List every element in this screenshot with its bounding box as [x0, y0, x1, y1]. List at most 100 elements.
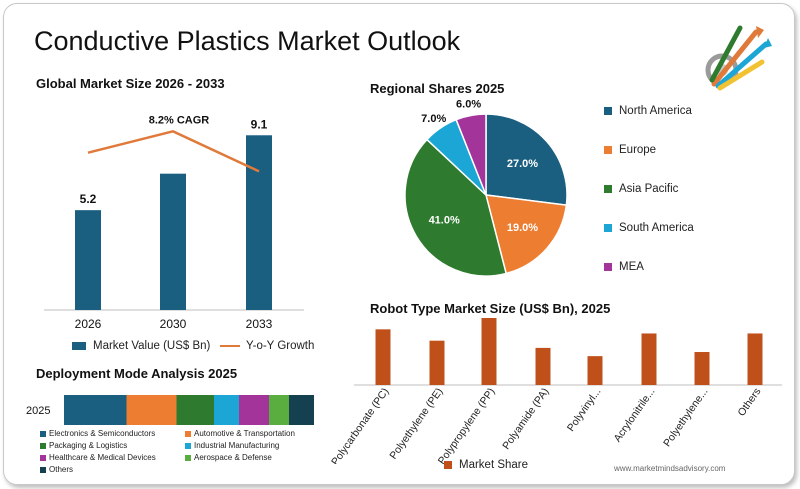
robot-bar	[641, 333, 657, 385]
pie-data-label: 19.0%	[507, 222, 538, 234]
deployment-legend-swatch	[185, 430, 191, 437]
page-title: Conductive Plastics Market Outlook	[34, 26, 461, 56]
robot-bar	[481, 318, 497, 385]
market-value-swatch	[72, 342, 86, 350]
pie-data-label: 41.0%	[429, 215, 460, 227]
market-data-label: 5.2	[80, 192, 97, 206]
market-x-tick: 2030	[160, 317, 187, 331]
market-size-title: Global Market Size 2026 - 2033	[36, 76, 225, 91]
market-data-label: 9.1	[251, 117, 268, 131]
deployment-legend-swatch	[40, 466, 46, 473]
deployment-legend-swatch	[185, 442, 191, 449]
robot-type-title: Robot Type Market Size (US$ Bn), 2025	[370, 301, 611, 316]
market-share-legend-label: Market Share	[459, 459, 529, 471]
regional-legend-label: MEA	[619, 261, 644, 273]
regional-shares-chart: 27.0% 19.0% 41.0% 7.0% 6.0%	[404, 99, 568, 277]
deployment-legend-item: Others	[40, 465, 73, 474]
market-share-legend: Market Share	[444, 459, 528, 471]
market-bar	[160, 173, 186, 310]
deployment-legend-swatch	[40, 430, 46, 437]
pie-data-label: 27.0%	[507, 158, 538, 170]
deployment-segment	[239, 395, 269, 425]
robot-x-tick: Acrylonitrile...	[611, 386, 657, 445]
regional-legend-item: Asia Pacific	[604, 183, 678, 195]
deployment-segment	[64, 395, 127, 425]
regional-legend-item: North America	[604, 105, 692, 117]
robot-x-tick: Others	[736, 386, 764, 419]
yoy-growth-swatch	[220, 345, 240, 347]
deployment-segment	[176, 395, 214, 425]
deployment-legend-swatch	[185, 454, 191, 461]
deployment-legend-item: Industrial Manufacturing	[185, 441, 279, 450]
pie-slice	[404, 138, 508, 277]
market-share-swatch	[444, 461, 452, 469]
regional-legend-item: MEA	[604, 261, 644, 273]
deployment-segment	[126, 395, 177, 425]
robot-x-tick: Polyvinyl...	[565, 386, 604, 434]
robot-x-tick: Polyethylene (PE)	[387, 386, 445, 462]
robot-x-tick: Polyethylene...	[661, 386, 710, 449]
deployment-legend-label: Electronics & Semiconductors	[49, 429, 156, 438]
deployment-legend-item: Electronics & Semiconductors	[40, 429, 155, 438]
market-value-legend-label: Market Value (US$ Bn)	[93, 340, 211, 352]
regional-legend-label: North America	[619, 105, 692, 117]
pie-data-label: 6.0%	[456, 99, 481, 111]
robot-x-tick: Polyamide (PA)	[500, 386, 551, 452]
robot-x-tick: Polycarbonate (PC)	[329, 386, 391, 464]
pie-slice	[455, 113, 487, 196]
regional-legend-label: Europe	[619, 144, 657, 156]
deployment-segment	[269, 395, 289, 425]
deployment-legend-label: Healthcare & Medical Devices	[49, 453, 156, 462]
market-x-tick: 2026	[75, 317, 102, 331]
robot-bar	[535, 347, 551, 385]
yoy-growth-line	[87, 130, 260, 173]
regional-legend-swatch	[604, 185, 612, 193]
regional-legend-item: Europe	[604, 144, 656, 156]
deployment-title: Deployment Mode Analysis 2025	[36, 366, 238, 381]
deployment-legend-label: Aerospace & Defense	[194, 453, 272, 462]
market-x-tick: 2033	[246, 317, 273, 331]
deployment-chart: 2025	[26, 395, 314, 425]
market-value-legend: Market Value (US$ Bn)	[72, 340, 210, 352]
watermark: www.marketmindsadvisory.com	[614, 464, 726, 473]
regional-legend-swatch	[604, 263, 612, 271]
deployment-legend-item: Aerospace & Defense	[185, 453, 272, 462]
deployment-legend-label: Others	[49, 465, 74, 474]
market-size-chart: 5.2 2026 2030 9.1 2033 8.2% CAGR	[44, 114, 304, 331]
logo-icon	[705, 25, 772, 91]
regional-shares-title: Regional Shares 2025	[370, 81, 505, 96]
pie-slice	[484, 194, 568, 275]
robot-type-chart: Polycarbonate (PC)Polyethylene (PE)Polyp…	[329, 318, 782, 464]
market-bar	[246, 135, 272, 310]
yoy-growth-legend-label: Y-o-Y Growth	[246, 340, 315, 352]
pie-slice	[485, 113, 568, 206]
deployment-y-tick: 2025	[26, 405, 50, 417]
deployment-legend-label: Industrial Manufacturing	[194, 441, 280, 450]
robot-bar	[747, 333, 763, 385]
deployment-legend-swatch	[40, 454, 46, 461]
robot-bar	[587, 356, 603, 385]
deployment-legend-item: Healthcare & Medical Devices	[40, 453, 156, 462]
deployment-legend-item: Automotive & Transportation	[185, 429, 295, 438]
regional-legend-swatch	[604, 107, 612, 115]
regional-legend-label: Asia Pacific	[619, 183, 679, 195]
deployment-legend-label: Automotive & Transportation	[194, 429, 295, 438]
regional-legend-swatch	[604, 224, 612, 232]
deployment-legend-item: Packaging & Logistics	[40, 441, 127, 450]
pie-data-label: 7.0%	[421, 113, 446, 125]
cagr-annotation: 8.2% CAGR	[149, 114, 210, 126]
regional-legend-label: South America	[619, 222, 694, 234]
dashboard-card: Conductive Plastics Market Outlook Globa…	[3, 3, 795, 485]
regional-legend-item: South America	[604, 222, 694, 234]
regional-legend-swatch	[604, 146, 612, 154]
deployment-segment	[289, 395, 314, 425]
deployment-legend-swatch	[40, 442, 46, 449]
robot-bar	[694, 352, 710, 385]
yoy-growth-legend: Y-o-Y Growth	[220, 340, 314, 352]
market-bar	[75, 210, 101, 310]
robot-bar	[375, 329, 391, 385]
robot-bar	[429, 340, 445, 385]
robot-x-tick: Polypropylene (PP)	[436, 386, 498, 464]
deployment-segment	[214, 395, 239, 425]
deployment-legend-label: Packaging & Logistics	[49, 441, 128, 450]
